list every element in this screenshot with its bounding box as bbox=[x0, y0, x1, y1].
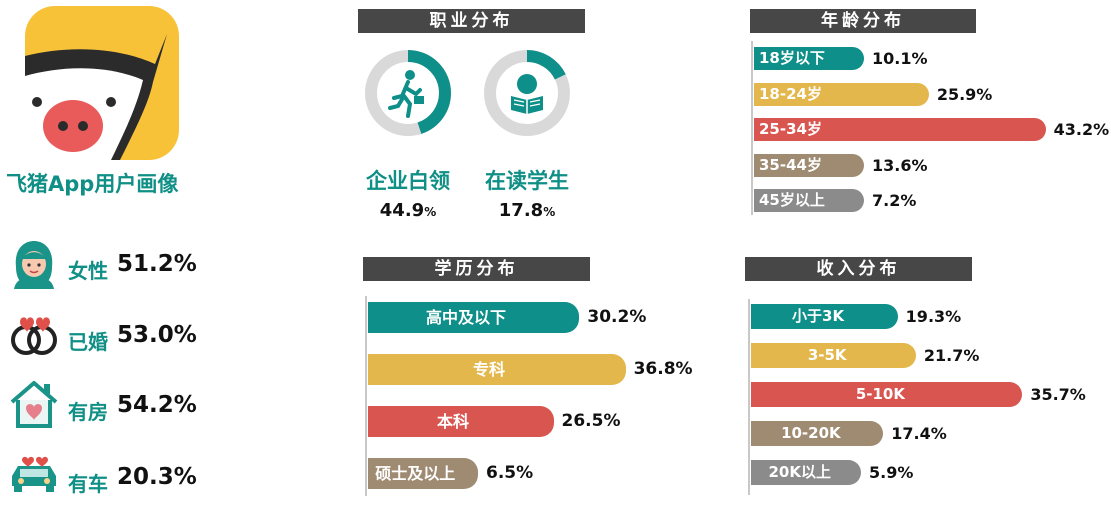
stat-value: 54.2% bbox=[117, 392, 197, 418]
bar: 18-24岁 bbox=[754, 82, 929, 106]
bar-value-label: 19.3% bbox=[905, 307, 962, 326]
bar-row: 硕士及以上 6.5% bbox=[368, 458, 558, 489]
bar: 5-10K bbox=[751, 382, 1023, 407]
stat-label: 有车 bbox=[68, 472, 108, 496]
bar-value-label: 7.2% bbox=[872, 191, 917, 210]
income-header: 收入分布 bbox=[745, 257, 972, 281]
chart-axis bbox=[748, 299, 750, 495]
rings-icon bbox=[8, 308, 60, 360]
stat-label: 有房 bbox=[68, 400, 108, 424]
house-heart-icon bbox=[8, 378, 60, 430]
income-bar-chart: 小于3K 19.3% 3-5K 21.7% 5-10K 35.7% 10-20K 17.4% 2… bbox=[748, 299, 1108, 495]
bar-value-label: 21.7% bbox=[923, 346, 980, 365]
bar: 3-5K bbox=[751, 343, 916, 368]
bar: 硕士及以上 bbox=[368, 458, 478, 489]
bar-row: 小于3K 19.3% bbox=[751, 304, 978, 329]
app-title: 飞猪App用户画像 bbox=[6, 172, 179, 196]
education-header: 学历分布 bbox=[363, 257, 590, 281]
bar: 本科 bbox=[368, 406, 554, 437]
stat-value: 53.0% bbox=[117, 322, 197, 348]
occupation-label: 企业白领 bbox=[366, 169, 450, 193]
bar: 45岁以上 bbox=[754, 189, 864, 212]
bar-row: 35-44岁 13.6% bbox=[754, 153, 944, 177]
donut-student bbox=[482, 48, 572, 138]
bar: 小于3K bbox=[751, 304, 898, 329]
occupation-header: 职业分布 bbox=[358, 9, 585, 33]
bar: 专科 bbox=[368, 354, 626, 385]
bar-row: 10-20K 17.4% bbox=[751, 421, 963, 446]
stat-value: 51.2% bbox=[117, 251, 197, 277]
woman-icon bbox=[8, 237, 60, 289]
bar-value-label: 26.5% bbox=[561, 411, 621, 431]
bar: 20K以上 bbox=[751, 460, 861, 485]
stat-value: 20.3% bbox=[117, 464, 197, 490]
stat-label: 女性 bbox=[68, 259, 108, 283]
bar-value-label: 43.2% bbox=[1053, 120, 1110, 139]
donut-white-collar bbox=[363, 48, 453, 138]
chart-axis bbox=[751, 41, 753, 215]
bar-row: 20K以上 5.9% bbox=[751, 460, 941, 485]
donut-slice bbox=[365, 50, 451, 136]
bar-value-label: 6.5% bbox=[486, 463, 534, 483]
bar-value-label: 30.2% bbox=[587, 307, 647, 327]
bar: 高中及以下 bbox=[368, 302, 580, 333]
bar-value-label: 13.6% bbox=[872, 155, 928, 175]
occupation-value: 44.9% bbox=[379, 200, 437, 221]
office-worker-icon bbox=[388, 70, 424, 118]
bar-row: 高中及以下 30.2% bbox=[368, 302, 659, 333]
stat-female: 女性 51.2% bbox=[8, 237, 268, 293]
bar-value-label: 36.8% bbox=[633, 359, 693, 379]
bar-value-label: 25.9% bbox=[936, 84, 993, 104]
donut-slice bbox=[484, 50, 570, 136]
bar: 18岁以下 bbox=[754, 47, 864, 70]
car-icon bbox=[8, 450, 60, 502]
student-reading-icon bbox=[511, 74, 543, 114]
chart-axis bbox=[365, 296, 367, 496]
occupation-label: 在读学生 bbox=[485, 169, 569, 193]
bar-row: 5-10K 35.7% bbox=[751, 382, 1102, 407]
bar-row: 专科 36.8% bbox=[368, 354, 706, 385]
bar: 25-34岁 bbox=[754, 118, 1046, 141]
bar: 35-44岁 bbox=[754, 153, 864, 177]
bar-value-label: 35.7% bbox=[1030, 385, 1086, 404]
age-bar-chart: 18岁以下 10.1% 18-24岁 25.9% 25-34岁 43.2% 35-44岁 13… bbox=[751, 41, 1109, 215]
occupation-value: 17.8% bbox=[498, 200, 556, 221]
bar-row: 18-24岁 25.9% bbox=[754, 82, 1009, 106]
bar-row: 45岁以上 7.2% bbox=[754, 189, 944, 212]
bar-row: 25-34岁 43.2% bbox=[754, 118, 1111, 141]
stat-house: 有房 54.2% bbox=[8, 378, 268, 434]
stat-married: 已婚 53.0% bbox=[8, 308, 268, 364]
bar-row: 3-5K 21.7% bbox=[751, 343, 996, 368]
bar-row: 18岁以下 10.1% bbox=[754, 47, 944, 70]
education-bar-chart: 高中及以下 30.2% 专科 36.8% 本科 26.5% 硕士及以上 6.5% bbox=[365, 296, 705, 496]
bar-row: 本科 26.5% bbox=[368, 406, 634, 437]
stat-label: 已婚 bbox=[68, 330, 108, 354]
bar: 10-20K bbox=[751, 421, 884, 446]
bar-value-label: 10.1% bbox=[872, 49, 928, 68]
bar-value-label: 5.9% bbox=[869, 463, 914, 482]
stat-car: 有车 20.3% bbox=[8, 450, 268, 506]
bar-value-label: 17.4% bbox=[891, 424, 947, 443]
age-header: 年龄分布 bbox=[750, 9, 976, 33]
pig-logo-icon bbox=[25, 6, 179, 160]
